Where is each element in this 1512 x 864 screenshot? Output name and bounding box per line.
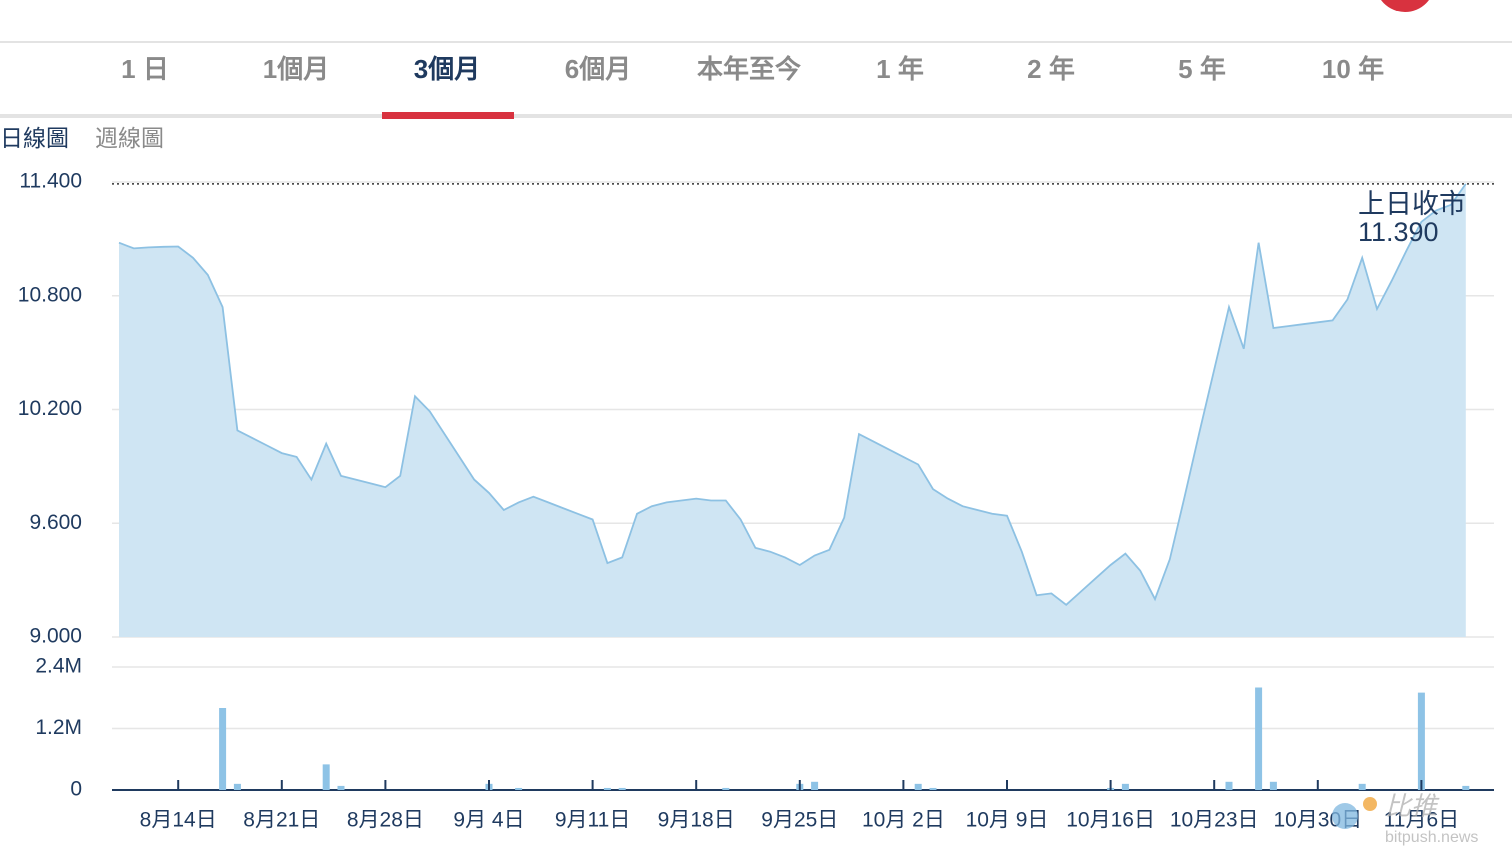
tab[interactable]: 1 年 [876,54,924,84]
volume-bar [515,787,523,790]
watermark-logo [1332,803,1358,829]
x-tick-label: 8月28日 [347,809,424,832]
volume-bar [914,783,922,790]
volume-bar [722,787,730,790]
volume-bar [1417,692,1425,790]
y-tick-label: 10.200 [18,397,82,420]
y-tick-label: 10.800 [18,283,82,306]
x-tick-label: 10月 9日 [966,809,1049,832]
x-tick-label: 8月14日 [140,809,217,832]
avatar-button[interactable] [1375,0,1435,12]
volume-bar [603,787,611,790]
x-tick-label: 9月11日 [555,809,630,832]
reference-label: 上日收市 [1358,189,1466,219]
volume-bar [219,708,227,790]
y-tick-label: 9.000 [29,625,82,648]
volume-bar [322,764,330,790]
volume-bar [811,781,819,790]
tab-bar: 1 日 1個月 3個月 6個月 本年至今 1 年 2 年 5 年 10 年 [121,54,1384,119]
watermark-name: 比推 [1385,791,1440,821]
x-tick-label: 10月 2日 [862,809,945,832]
volume-bar [1269,781,1277,790]
y-tick-label: 2.4M [35,655,82,678]
volume-bar [618,787,626,790]
price-area [119,183,1466,637]
x-tick-label: 9月25日 [761,809,838,832]
price-line [118,183,1467,606]
watermark-site: bitpush.news [1385,829,1478,846]
y-tick-label: 1.2M [35,716,82,739]
x-tick-label: 11月6日 [1384,809,1459,832]
x-tick-label: 8月21日 [243,809,320,832]
volume-bar [233,783,241,790]
tab[interactable]: 5 年 [1178,54,1226,84]
volume-bar [929,787,937,790]
tab[interactable]: 3個月 [414,54,480,84]
x-tick-label: 10月23日 [1170,809,1259,832]
chart-type-bar: 日線圖 週線圖 [0,125,164,151]
tab[interactable]: 1個月 [263,54,329,84]
tab[interactable]: 1 日 [121,54,169,84]
x-tick-label: 10月16日 [1066,809,1155,832]
volume-bar [1462,785,1470,790]
y-tick-label: 9.600 [29,511,82,534]
volume-bar [1358,783,1366,790]
volume-bar [1255,687,1263,790]
tab[interactable]: 本年至今 [697,54,801,84]
tab[interactable]: 6個月 [565,54,631,84]
y-tick-label: 11.400 [19,170,82,193]
tab[interactable]: 2 年 [1027,54,1075,84]
watermark-coin [1363,797,1377,811]
chart-type-tab[interactable]: 日線圖 [0,125,69,151]
volume-bar [337,785,345,790]
active-tab-indicator [382,112,514,119]
y-tick-label: 0 [70,778,82,801]
tab[interactable]: 10 年 [1322,54,1384,84]
volume-bar [1121,783,1129,790]
chart-type-tab[interactable]: 週線圖 [95,125,164,151]
x-tick-label: 9月 4日 [453,809,524,832]
reference-value: 11.390 [1358,217,1439,247]
x-tick-label: 9月18日 [658,809,735,832]
watermark: 比推 bitpush.news [1332,791,1478,846]
volume-bar [1225,781,1233,790]
